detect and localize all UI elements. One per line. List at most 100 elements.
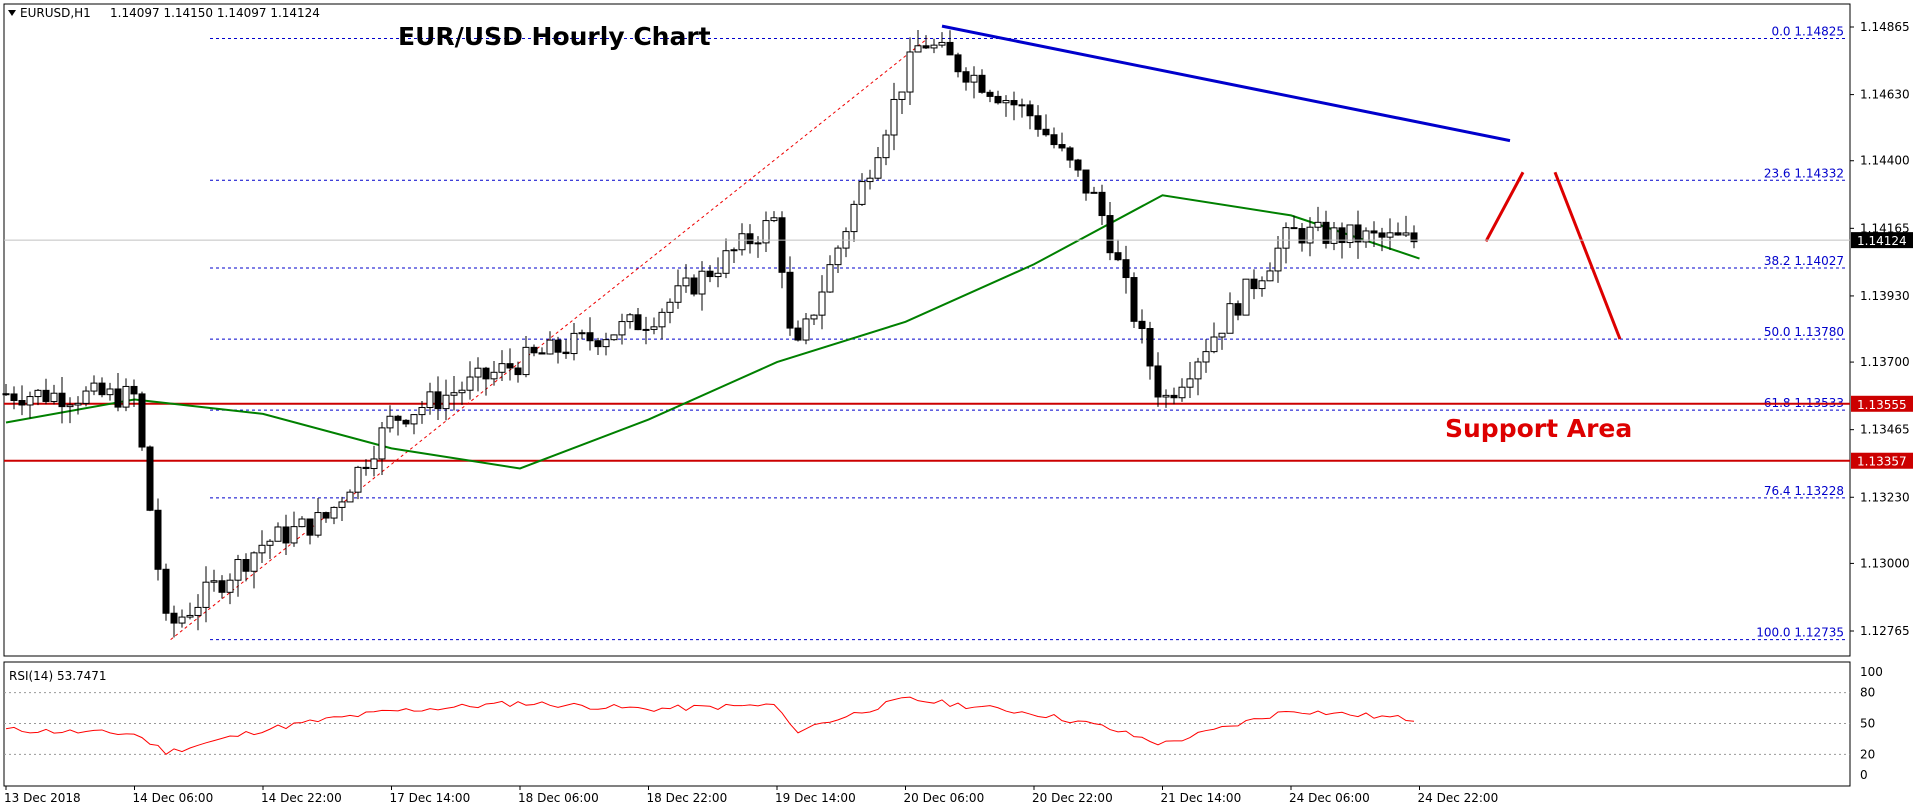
time-tick-label: 14 Dec 06:00: [133, 791, 214, 805]
fibonacci-levels: 0.0 1.14825 23.6 1.14332 38.2 1.14027 50.0 …: [210, 25, 1846, 641]
candle: [602, 332, 610, 356]
candle: [1210, 322, 1218, 354]
candle: [1114, 239, 1122, 262]
candle: [1274, 235, 1282, 283]
candle: [298, 516, 306, 528]
time-tick-label: 20 Dec 06:00: [904, 791, 985, 805]
support-price-tag-text: 1.13555: [1857, 398, 1907, 412]
candle: [1050, 127, 1058, 149]
candle: [658, 308, 666, 340]
candle: [714, 257, 722, 288]
candle: [1234, 300, 1242, 321]
candle: [802, 312, 810, 345]
candle: [1202, 339, 1210, 373]
candle: [514, 361, 522, 383]
candle: [866, 169, 874, 190]
time-tick-label: 18 Dec 22:00: [647, 791, 728, 805]
ohlc-values: 1.14097 1.14150 1.14097 1.14124: [110, 6, 320, 20]
time-tick-label: 13 Dec 2018: [4, 791, 81, 805]
candle: [618, 313, 626, 345]
time-tick-label: 14 Dec 22:00: [261, 791, 342, 805]
candle: [170, 605, 178, 638]
candle: [402, 419, 410, 428]
candle: [1282, 222, 1290, 264]
candle: [426, 382, 434, 415]
price-tags: 1.14124 1.13555 1.13357: [1851, 232, 1913, 469]
candle: [890, 82, 898, 151]
candle: [490, 361, 498, 386]
rsi-line: [5, 696, 1415, 756]
candle: [74, 396, 82, 415]
candle: [906, 37, 914, 105]
price-axis: 1.14865 1.14630 1.14400 1.14165 1.13930 1.137…: [1850, 20, 1910, 638]
candle: [682, 264, 690, 293]
candle: [122, 378, 130, 412]
candle: [1122, 245, 1130, 294]
candle: [626, 312, 634, 329]
chart-menu-icon[interactable]: [8, 10, 16, 16]
candle: [778, 211, 786, 289]
candle: [794, 320, 802, 342]
fib-level-label: 100.0 1.12735: [1756, 626, 1844, 640]
candle: [970, 66, 978, 99]
rsi-header: RSI(14) 53.7471: [9, 669, 107, 683]
support-price-tag: 1.13357: [1851, 452, 1913, 469]
candle: [1378, 227, 1386, 252]
candle: [162, 563, 170, 621]
candle: [346, 489, 354, 503]
candle: [1026, 100, 1034, 130]
candle: [1314, 206, 1322, 232]
candle: [466, 361, 474, 400]
price-tick-label: 1.14165: [1860, 221, 1910, 235]
candle: [1346, 224, 1354, 249]
candle: [1042, 114, 1050, 137]
candle: [258, 530, 266, 563]
candle: [1186, 361, 1194, 398]
candle: [1074, 158, 1082, 177]
candle: [586, 317, 594, 351]
time-tick-label: 21 Dec 14:00: [1161, 791, 1242, 805]
candle: [1194, 357, 1202, 396]
candle: [1394, 222, 1402, 236]
time-tick-label: 18 Dec 06:00: [518, 791, 599, 805]
candle: [106, 382, 114, 401]
candle: [474, 357, 482, 392]
candle: [1162, 389, 1170, 408]
time-tick-label: 17 Dec 14:00: [390, 791, 471, 805]
candle: [706, 265, 714, 283]
candle: [234, 554, 242, 597]
candle: [450, 376, 458, 411]
candle: [554, 336, 562, 364]
candle: [58, 377, 66, 424]
candle: [978, 69, 986, 94]
candle: [786, 256, 794, 336]
candle: [770, 211, 778, 223]
candle: [1018, 98, 1026, 118]
candle: [410, 414, 418, 435]
candle: [274, 522, 282, 542]
candle: [498, 350, 506, 381]
candle: [90, 375, 98, 396]
candle: [130, 379, 138, 408]
projection-arrow-down: [1553, 171, 1622, 340]
candle: [146, 445, 154, 512]
candle: [1330, 221, 1338, 251]
candle: [242, 553, 250, 582]
candle: [1306, 217, 1314, 257]
candle: [1218, 332, 1226, 350]
candle: [986, 89, 994, 103]
candle: [50, 384, 58, 405]
candle: [10, 386, 18, 410]
fib-level-label: 0.0 1.14825: [1771, 25, 1844, 39]
support-lines: [4, 402, 1850, 462]
candle: [362, 459, 370, 476]
candle: [1266, 262, 1274, 282]
support-price-tag: 1.13555: [1851, 395, 1913, 412]
price-tick-label: 1.14865: [1860, 20, 1910, 34]
current-price-tag: 1.14124: [1851, 232, 1913, 249]
candle: [26, 391, 34, 419]
candle: [690, 274, 698, 297]
candle: [418, 401, 426, 424]
rsi-axis: 100 80 50 20 0: [1860, 665, 1883, 782]
candle: [938, 32, 946, 48]
